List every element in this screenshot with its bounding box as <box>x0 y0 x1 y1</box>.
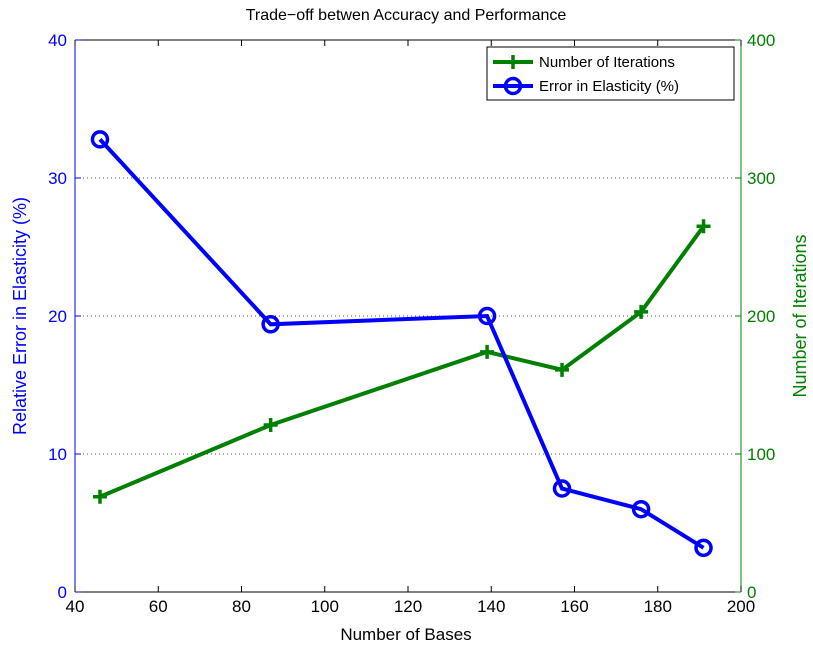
data-point-plus <box>634 304 649 319</box>
data-point-circle <box>477 306 497 326</box>
right-y-tick-label: 100 <box>747 445 775 464</box>
x-tick-label: 120 <box>394 597 422 616</box>
x-tick-label: 200 <box>727 597 755 616</box>
x-tick-label: 180 <box>644 597 672 616</box>
x-tick-label: 60 <box>149 597 168 616</box>
data-point-plus <box>506 55 520 69</box>
series-layer <box>90 130 713 558</box>
legend-box <box>486 46 735 101</box>
data-point-plus <box>263 418 278 433</box>
data-point-plus <box>696 219 711 234</box>
legend-label: Number of Iterations <box>539 54 675 71</box>
x-tick-label: 40 <box>66 597 85 616</box>
data-point-circle <box>631 499 651 519</box>
left-y-tick-label: 20 <box>48 307 67 326</box>
right-y-axis-label: Number of Iterations <box>790 234 810 397</box>
left-y-tick-label: 40 <box>48 31 67 50</box>
legend: Number of Iterations Error in Elasticity … <box>486 46 735 101</box>
data-point-circle <box>552 479 572 498</box>
right-y-tick-label: 400 <box>747 31 775 50</box>
ticks: 40 60 80 100 120 140 160 180 2000102030400100200… <box>48 31 775 616</box>
x-tick-label: 140 <box>477 597 505 616</box>
data-point-circle <box>261 315 280 334</box>
series-line <box>99 225 706 499</box>
left-y-tick-label: 0 <box>58 583 67 602</box>
right-y-tick-label: 0 <box>747 583 756 602</box>
legend-label: Error in Elasticity (%) <box>539 78 679 95</box>
grid-lines <box>75 177 741 455</box>
series-line <box>98 138 705 550</box>
data-point-circle <box>503 76 523 96</box>
x-tick-label: 80 <box>232 597 251 616</box>
data-point-circle <box>90 130 110 149</box>
data-point-circle <box>694 538 713 558</box>
left-y-axis-label: Relative Error in Elasticity (%) <box>10 197 30 435</box>
right-y-tick-label: 300 <box>747 169 775 188</box>
x-tick-label: 100 <box>311 597 339 616</box>
data-point-plus <box>555 362 570 377</box>
x-tick-label: 160 <box>560 597 588 616</box>
right-y-tick-label: 200 <box>747 307 775 326</box>
data-point-plus <box>92 489 107 504</box>
x-axis-label: Number of Bases <box>340 625 471 644</box>
data-point-plus <box>480 344 495 359</box>
left-y-tick-label: 30 <box>48 169 67 188</box>
chart-title: Trade−off betwen Accuracy and Performanc… <box>246 7 567 24</box>
left-y-tick-label: 10 <box>48 445 67 464</box>
